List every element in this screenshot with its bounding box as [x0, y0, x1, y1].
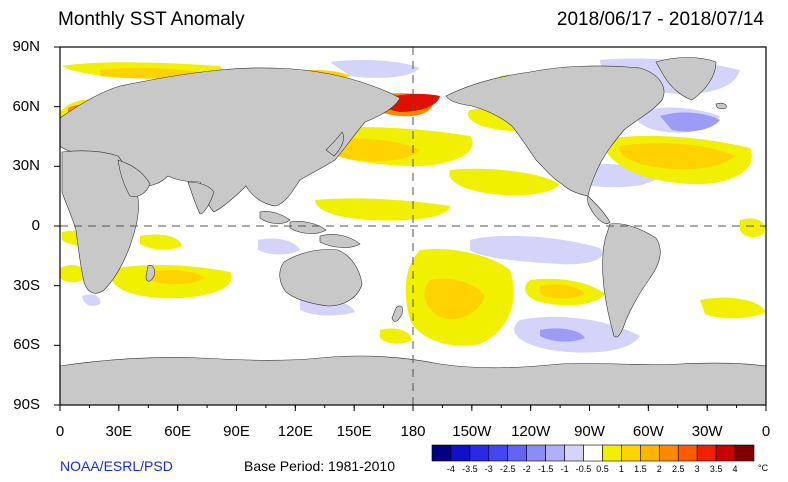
colorbar-swatch — [677, 444, 698, 462]
colorbar-swatch — [583, 444, 603, 462]
lon-label: 120E — [277, 423, 313, 440]
colorbar-swatch — [696, 444, 717, 462]
colorbar-swatch — [507, 444, 528, 462]
colorbar-unit: °C — [758, 463, 769, 473]
lon-label: 120W — [511, 423, 551, 440]
colorbar-swatch — [469, 444, 490, 462]
date-range: 2018/06/17 - 2018/07/14 — [556, 9, 764, 30]
colorbar-swatch — [734, 444, 755, 462]
lat-label: 60N — [12, 97, 40, 115]
lon-label: 30E — [105, 423, 133, 440]
colorbar-label: 3.5 — [709, 464, 723, 474]
lon-label: 60E — [164, 423, 192, 440]
lon-label: 180 — [400, 423, 426, 440]
colorbar-label: -2.5 — [499, 464, 516, 474]
colorbar-label: -1.5 — [537, 464, 554, 474]
base-period-text: Base Period: 1981-2010 — [244, 458, 395, 474]
colorbar-swatch — [545, 444, 565, 462]
colorbar-swatch — [621, 444, 641, 462]
colorbar-swatch — [450, 444, 471, 462]
colorbar-label: 1 — [618, 464, 624, 474]
lat-label: 60S — [13, 336, 40, 354]
lon-label: 30W — [691, 423, 723, 440]
tick-marks — [54, 46, 767, 411]
lat-label: 90N — [12, 38, 40, 55]
colorbar-label: 3 — [694, 464, 700, 474]
colorbar-swatch — [602, 444, 622, 462]
credit-text: NOAA/ESRL/PSD — [60, 458, 173, 474]
colorbar-swatch — [715, 444, 736, 462]
colorbar-label: 4 — [732, 464, 738, 474]
lat-label: 90S — [13, 396, 40, 413]
lat-label: 0 — [31, 217, 40, 234]
lon-label: 150W — [452, 423, 492, 440]
colorbar-label: -3.5 — [462, 464, 478, 474]
colorbar-label: -4 — [446, 464, 455, 474]
positive-anomaly-mid — [100, 67, 735, 320]
colorbar-label: -2 — [522, 464, 531, 474]
colorbar-swatch — [564, 444, 584, 462]
lat-label: 30N — [12, 157, 40, 175]
colorbar-swatch — [526, 444, 546, 462]
lon-label: 90W — [574, 423, 605, 440]
colorbar-swatch — [640, 444, 660, 462]
colorbar-label: 2 — [656, 464, 662, 474]
lon-label: 0 — [761, 423, 771, 440]
colorbar-swatch — [431, 444, 452, 462]
lon-label: 0 — [55, 423, 65, 440]
colorbar-label: 1.5 — [634, 464, 647, 474]
lat-label: 30S — [13, 276, 40, 294]
negative-anomaly-strong — [540, 112, 720, 342]
colorbar-swatch — [658, 444, 679, 462]
lon-label: 90E — [223, 423, 250, 440]
lon-label: 60W — [632, 423, 664, 440]
colorbar — [431, 444, 755, 462]
colorbar-swatch — [488, 444, 509, 462]
colorbar-label: 0.5 — [596, 464, 609, 474]
colorbar-label: -3 — [484, 464, 493, 474]
map-title: Monthly SST Anomaly — [58, 9, 245, 30]
colorbar-label: 2.5 — [671, 464, 685, 474]
lon-label: 150E — [336, 423, 372, 440]
land-masses — [60, 57, 766, 405]
colorbar-label: -1 — [560, 464, 569, 474]
colorbar-label: -0.5 — [575, 464, 592, 474]
